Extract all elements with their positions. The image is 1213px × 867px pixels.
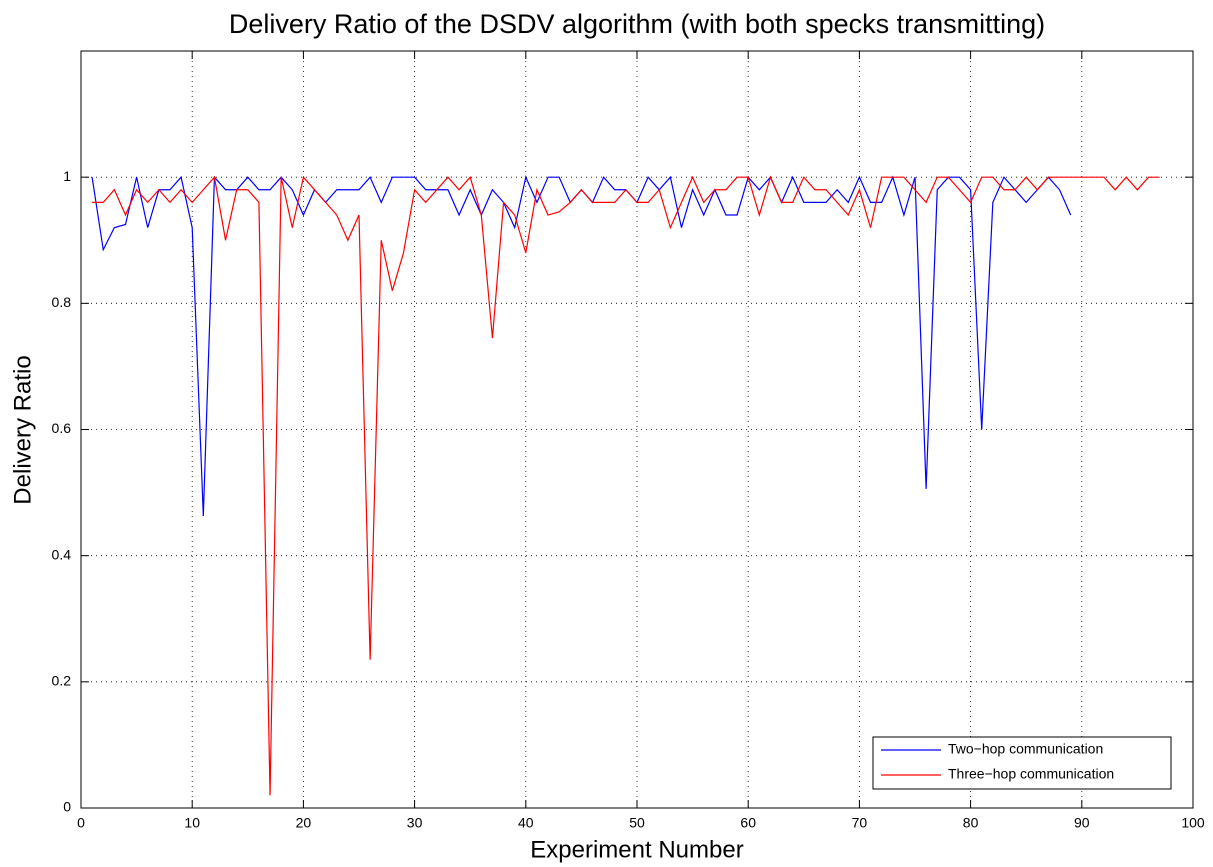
x-tick-label: 50 <box>629 815 645 831</box>
y-tick-label: 0.8 <box>52 294 72 310</box>
chart-title: Delivery Ratio of the DSDV algorithm (wi… <box>229 9 1045 39</box>
legend-box <box>872 736 1172 790</box>
legend-text: Three−hop communication <box>948 766 1114 782</box>
x-tick-label: 80 <box>963 815 979 831</box>
x-tick-label: 30 <box>407 815 423 831</box>
x-tick-label: 10 <box>184 815 200 831</box>
x-tick-label: 100 <box>1181 815 1205 831</box>
x-tick-label: 60 <box>740 815 756 831</box>
x-tick-label: 70 <box>852 815 868 831</box>
legend-text: Two−hop communication <box>948 741 1103 757</box>
x-tick-label: 20 <box>296 815 312 831</box>
y-tick-label: 0.2 <box>52 673 72 689</box>
y-tick-label: 0 <box>63 799 71 815</box>
x-tick-label: 0 <box>77 815 85 831</box>
y-axis-label: Delivery Ratio <box>9 355 36 504</box>
x-tick-label: 40 <box>518 815 534 831</box>
x-axis-label: Experiment Number <box>530 836 743 863</box>
plot-frame <box>80 50 1194 809</box>
y-tick-label: 0.6 <box>52 420 72 436</box>
y-tick-label: 0.4 <box>52 546 72 562</box>
data-line <box>92 175 1160 796</box>
x-tick-label: 90 <box>1074 815 1090 831</box>
y-tick-label: 1 <box>63 168 71 184</box>
